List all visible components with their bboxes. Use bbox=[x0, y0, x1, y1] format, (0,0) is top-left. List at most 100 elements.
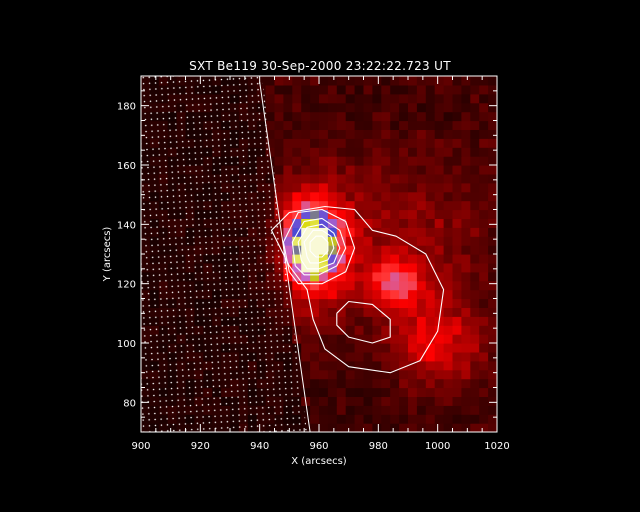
heatmap-cell bbox=[479, 423, 489, 432]
heatmap-cell bbox=[390, 280, 400, 291]
heatmap-cell bbox=[434, 396, 445, 406]
heatmap-cell bbox=[416, 191, 427, 202]
heatmap-cell bbox=[265, 93, 276, 104]
heatmap-cell bbox=[363, 307, 373, 317]
heatmap-cell bbox=[354, 343, 365, 353]
heatmap-cell bbox=[372, 102, 382, 113]
heatmap-cell bbox=[327, 173, 338, 184]
heatmap-cell bbox=[363, 111, 373, 122]
heatmap-cell bbox=[301, 325, 311, 335]
heatmap-cell bbox=[408, 360, 418, 371]
heatmap-cell bbox=[461, 245, 471, 255]
heatmap-cell bbox=[408, 200, 418, 211]
heatmap-cell bbox=[372, 280, 382, 291]
heatmap-cell bbox=[461, 351, 471, 362]
heatmap-cell bbox=[470, 387, 480, 397]
heatmap-cell bbox=[443, 84, 454, 95]
heatmap-cell bbox=[390, 209, 400, 219]
heatmap-cell bbox=[363, 129, 373, 139]
heatmap-cell bbox=[470, 396, 480, 406]
heatmap-cell bbox=[301, 182, 311, 193]
heatmap-cell bbox=[434, 254, 445, 264]
heatmap-cell bbox=[319, 191, 329, 202]
heatmap-cell bbox=[372, 271, 382, 282]
heatmap-cell bbox=[372, 325, 382, 335]
heatmap-cell bbox=[336, 227, 347, 237]
heatmap-cell bbox=[354, 111, 365, 122]
heatmap-cell bbox=[399, 423, 409, 432]
heatmap-cell bbox=[416, 369, 427, 380]
heatmap-cell bbox=[292, 84, 302, 95]
heatmap-cell bbox=[363, 191, 373, 202]
heatmap-cell bbox=[390, 236, 400, 246]
heatmap-cell bbox=[319, 218, 329, 228]
heatmap-cell bbox=[390, 173, 400, 184]
heatmap-cell bbox=[381, 387, 391, 397]
heatmap-cell bbox=[452, 138, 462, 148]
heatmap-cell bbox=[461, 325, 471, 335]
heatmap-cell bbox=[310, 111, 320, 122]
heatmap-cell bbox=[434, 298, 445, 308]
heatmap-cell bbox=[354, 325, 365, 335]
heatmap-cell bbox=[452, 423, 462, 432]
heatmap-cell bbox=[327, 334, 338, 344]
heatmap-cell bbox=[319, 209, 329, 219]
heatmap-cell bbox=[319, 84, 329, 95]
heatmap-cell bbox=[319, 156, 329, 166]
heatmap-cell bbox=[327, 369, 338, 380]
heatmap-cell bbox=[390, 200, 400, 211]
heatmap-cell bbox=[443, 236, 454, 246]
heatmap-cell bbox=[310, 343, 320, 353]
heatmap-cell bbox=[319, 405, 329, 415]
heatmap-cell bbox=[434, 84, 445, 95]
heatmap-cell bbox=[345, 262, 356, 273]
heatmap-cell bbox=[390, 396, 400, 406]
heatmap-cell bbox=[443, 405, 454, 415]
heatmap-cell bbox=[372, 414, 382, 424]
heatmap-cell bbox=[301, 93, 311, 104]
heatmap-cell bbox=[372, 378, 382, 389]
contour-c5 bbox=[297, 223, 341, 270]
heatmap-cell bbox=[434, 289, 445, 300]
heatmap-cell bbox=[408, 271, 418, 282]
heatmap-cell bbox=[443, 262, 454, 273]
heatmap-cell bbox=[354, 423, 365, 432]
heatmap-cell bbox=[310, 245, 320, 255]
heatmap-cell bbox=[461, 271, 471, 282]
heatmap-cell bbox=[470, 325, 480, 335]
heatmap-cell bbox=[416, 102, 427, 113]
heatmap-cell bbox=[479, 360, 489, 371]
heatmap-cell bbox=[319, 378, 329, 389]
heatmap-cell bbox=[292, 254, 302, 264]
heatmap-cell bbox=[301, 289, 311, 300]
heatmap-cell bbox=[461, 111, 471, 122]
heatmap-cell bbox=[372, 111, 382, 122]
heatmap-cell bbox=[425, 360, 436, 371]
heatmap-cell bbox=[319, 129, 329, 139]
heatmap-cell bbox=[381, 147, 391, 157]
plot-title: SXT Be119 30-Sep-2000 23:22:22.723 UT bbox=[189, 59, 451, 73]
y-tick-label: 160 bbox=[117, 161, 136, 172]
heatmap-cell bbox=[479, 334, 489, 344]
heatmap-cell bbox=[425, 262, 436, 273]
heatmap-cell bbox=[408, 369, 418, 380]
heatmap-cell bbox=[336, 156, 347, 166]
heatmap-cell bbox=[479, 280, 489, 291]
heatmap-cell bbox=[372, 369, 382, 380]
heatmap-cell bbox=[327, 307, 338, 317]
heatmap-cell bbox=[425, 209, 436, 219]
heatmap-cell bbox=[292, 147, 302, 157]
heatmap-cell bbox=[470, 173, 480, 184]
heatmap-cell bbox=[336, 209, 347, 219]
heatmap-cell bbox=[354, 414, 365, 424]
heatmap-cell bbox=[310, 84, 320, 95]
heatmap-cell bbox=[381, 262, 391, 273]
heatmap-cell bbox=[452, 147, 462, 157]
heatmap-cell bbox=[363, 102, 373, 113]
heatmap-cell bbox=[292, 280, 302, 291]
heatmap-cell bbox=[452, 102, 462, 113]
heatmap-cell bbox=[399, 156, 409, 166]
heatmap-cell bbox=[408, 423, 418, 432]
heatmap-cell bbox=[327, 102, 338, 113]
heatmap-cell bbox=[319, 396, 329, 406]
